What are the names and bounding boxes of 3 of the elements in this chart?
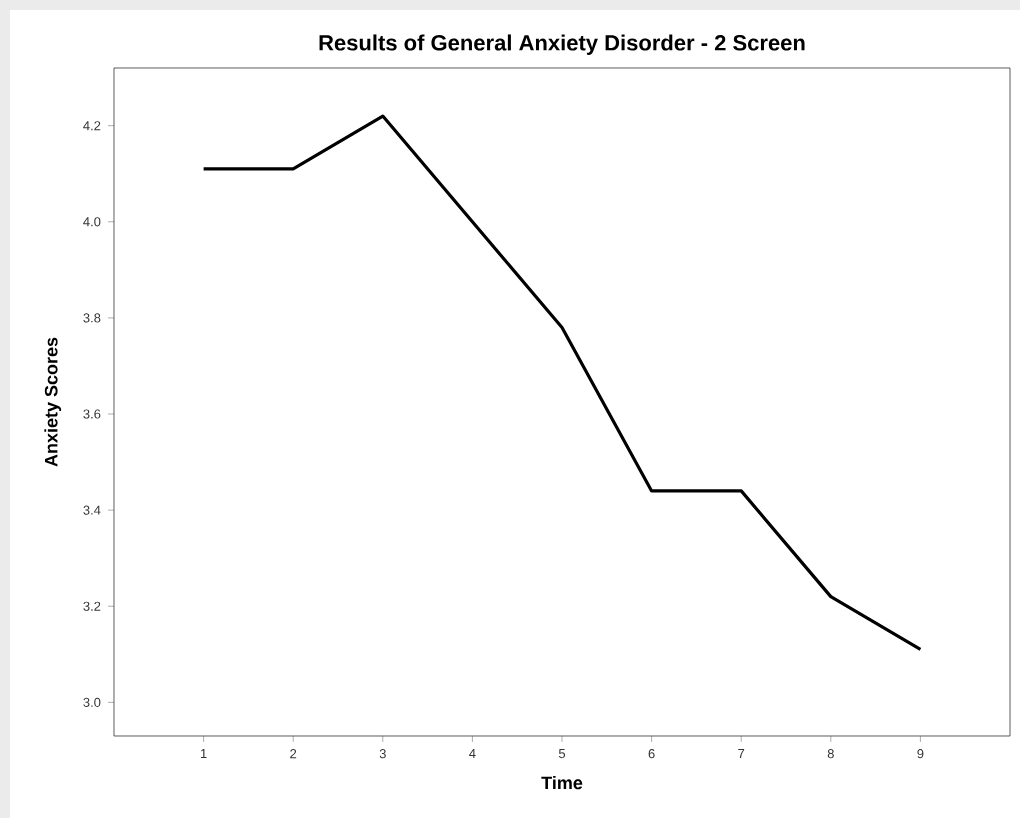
y-axis-title: Anxiety Scores <box>44 337 62 467</box>
chart-title: Results of General Anxiety Disorder - 2 Screen <box>319 34 805 55</box>
x-axis-title: Time <box>541 776 583 790</box>
